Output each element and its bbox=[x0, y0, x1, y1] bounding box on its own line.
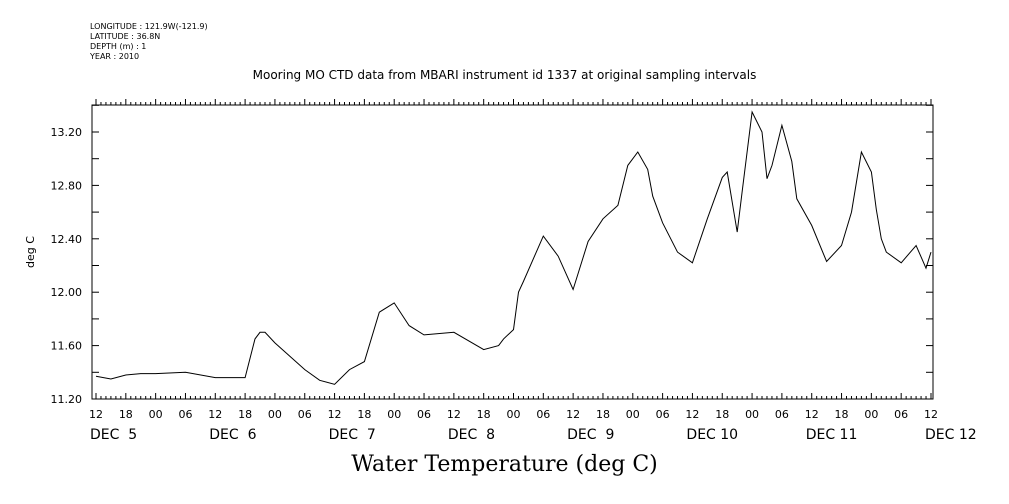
x-axis-label: Water Temperature (deg C) bbox=[351, 452, 658, 477]
x-day-label: DEC 12 bbox=[925, 427, 977, 443]
x-hour-tick-label: 00 bbox=[864, 408, 878, 421]
x-hour-tick-label: 06 bbox=[178, 408, 192, 421]
y-axis-label: deg C bbox=[24, 236, 37, 268]
plot-frame bbox=[91, 104, 934, 400]
x-hour-tick-label: 06 bbox=[894, 408, 908, 421]
x-hour-tick-label: 12 bbox=[89, 408, 103, 421]
x-hour-tick-label: 00 bbox=[268, 408, 282, 421]
y-tick-label: 12.00 bbox=[51, 286, 83, 299]
x-hour-tick-label: 12 bbox=[685, 408, 699, 421]
x-hour-tick-label: 12 bbox=[328, 408, 342, 421]
depth-text: DEPTH (m) : 1 bbox=[90, 42, 147, 51]
x-hour-tick-label: 18 bbox=[477, 408, 491, 421]
latitude-text: LATITUDE : 36.8N bbox=[90, 32, 161, 41]
axis-ticks bbox=[92, 99, 933, 400]
x-day-label: DEC 10 bbox=[686, 427, 738, 443]
x-hour-tick-label: 12 bbox=[566, 408, 580, 421]
x-hour-tick-label: 00 bbox=[745, 408, 759, 421]
x-day-label: DEC 11 bbox=[806, 427, 858, 443]
x-hour-tick-label: 18 bbox=[835, 408, 849, 421]
year-text: YEAR : 2010 bbox=[90, 52, 140, 61]
x-hour-tick-label: 00 bbox=[507, 408, 521, 421]
series-line-water-temperature bbox=[95, 110, 932, 385]
x-hour-tick-label: 00 bbox=[387, 408, 401, 421]
x-hour-tick-label: 06 bbox=[417, 408, 431, 421]
x-hour-tick-label: 12 bbox=[447, 408, 461, 421]
x-hour-tick-label: 12 bbox=[208, 408, 222, 421]
x-hour-tick-label: 06 bbox=[775, 408, 789, 421]
y-tick-label: 12.40 bbox=[51, 233, 83, 246]
x-hour-tick-label: 18 bbox=[357, 408, 371, 421]
x-day-label: DEC 9 bbox=[567, 427, 614, 443]
y-tick-label: 12.80 bbox=[51, 179, 83, 192]
y-tick-label: 13.20 bbox=[51, 126, 83, 139]
x-hour-tick-label: 18 bbox=[715, 408, 729, 421]
x-hour-tick-label: 06 bbox=[298, 408, 312, 421]
x-day-label: DEC 5 bbox=[90, 427, 137, 443]
x-hour-tick-label: 18 bbox=[238, 408, 252, 421]
y-tick-label: 11.60 bbox=[51, 340, 83, 353]
x-day-label: DEC 8 bbox=[448, 427, 495, 443]
x-hour-tick-label: 18 bbox=[119, 408, 133, 421]
x-hour-tick-label: 12 bbox=[924, 408, 938, 421]
y-tick-labels: 11.20 11.60 12.00 12.40 12.80 13.20 bbox=[51, 126, 83, 406]
x-hour-tick-label: 12 bbox=[805, 408, 819, 421]
x-hour-tick-label: 00 bbox=[626, 408, 640, 421]
longitude-text: LONGITUDE : 121.9W(-121.9) bbox=[90, 22, 208, 31]
y-tick-label: 11.20 bbox=[51, 393, 83, 406]
station-metadata: LONGITUDE : 121.9W(-121.9) LATITUDE : 36… bbox=[90, 22, 208, 62]
x-day-label: DEC 6 bbox=[209, 427, 256, 443]
x-tick-labels: 12 18 00 06 12 18 00 06 12 18 00 06 12 18 00 06 12 18 00 06… bbox=[89, 408, 977, 443]
x-hour-tick-label: 06 bbox=[656, 408, 670, 421]
x-hour-tick-label: 00 bbox=[149, 408, 163, 421]
x-day-label: DEC 7 bbox=[329, 427, 376, 443]
x-hour-tick-label: 06 bbox=[536, 408, 550, 421]
x-hour-tick-label: 18 bbox=[596, 408, 610, 421]
chart-title: Mooring MO CTD data from MBARI instrumen… bbox=[252, 68, 757, 82]
